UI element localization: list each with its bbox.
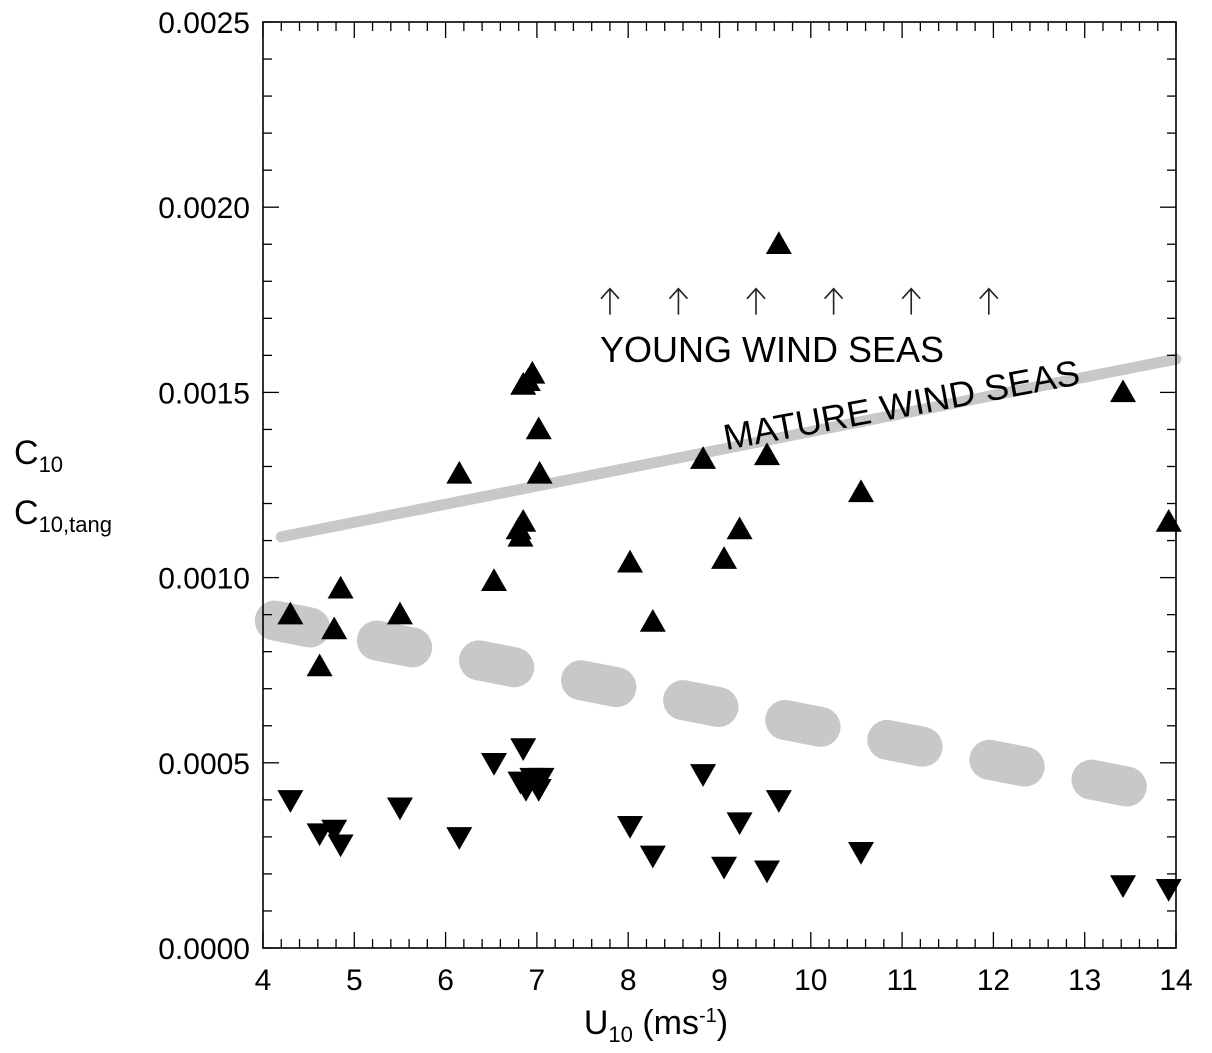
marker-triangle-up [1110, 379, 1137, 403]
marker-triangle-down [510, 738, 537, 761]
marker-triangle-down [525, 778, 552, 802]
marker-triangle-up [386, 601, 413, 625]
y-tick-label: 0.0000 [158, 933, 250, 966]
mature-trend-line [275, 353, 1182, 543]
marker-triangle-up [848, 479, 875, 503]
dashed-trend-line [243, 598, 1196, 817]
arrow-head-icon [979, 287, 999, 300]
marker-triangle-down [327, 834, 354, 858]
marker-triangle-down [1110, 875, 1137, 899]
marker-triangle-down [480, 753, 507, 776]
marker-triangle-up [446, 460, 473, 484]
marker-triangle-down [306, 823, 333, 847]
marker-triangle-up [519, 360, 546, 384]
marker-triangle-down [726, 812, 753, 836]
marker-triangle-up [711, 546, 738, 569]
x-tick-label: 12 [977, 964, 1010, 997]
marker-triangle-up [753, 442, 780, 466]
marker-triangle-down [386, 797, 413, 821]
tick-labels: 4 5 6 7 8 9 10 11 12 13 14 0.0000 0.0005 0.0010 0.0015… [158, 7, 1192, 997]
marker-triangle-down [446, 827, 473, 850]
marker-triangle-down [711, 856, 738, 880]
marker-triangle-down [277, 790, 304, 813]
marker-triangle-up [639, 609, 666, 632]
y-axis-label: C10 C10,tang [14, 436, 112, 542]
marker-triangle-down [765, 790, 792, 813]
y-axis-label-c10: C10 [14, 434, 64, 477]
marker-triangle-up [765, 231, 792, 254]
x-tick-label: 4 [255, 964, 272, 997]
y-axis-label-c10tang: C10,tang [14, 494, 112, 537]
marker-triangle-up [726, 516, 753, 540]
plot-frame [262, 21, 1177, 949]
marker-triangle-up [526, 460, 553, 484]
x-tick-label: 9 [711, 964, 728, 997]
young-wind-seas-label: YOUNG WIND SEAS [600, 329, 944, 370]
x-tick-label: 14 [1159, 964, 1192, 997]
y-tick-label: 0.0010 [158, 563, 250, 596]
marker-triangle-up [306, 653, 333, 677]
marker-triangle-up [480, 568, 507, 592]
data-markers [277, 231, 1182, 902]
marker-triangle-up [525, 416, 552, 440]
x-tick-label: 11 [887, 964, 918, 997]
trend-lines [243, 353, 1196, 817]
arrow-head-icon [901, 287, 921, 300]
x-tick-label: 6 [437, 964, 454, 997]
arrow-head-icon [824, 287, 844, 300]
x-tick-label: 8 [620, 964, 637, 997]
y-tick-label: 0.0020 [158, 192, 250, 225]
y-tick-label: 0.0015 [158, 377, 250, 410]
marker-triangle-up [690, 446, 717, 469]
y-tick-label: 0.0005 [158, 748, 250, 781]
x-tick-label: 7 [529, 964, 546, 997]
y-tick-label: 0.0025 [158, 7, 250, 40]
young-seas-arrows [600, 287, 999, 315]
marker-triangle-down [848, 841, 875, 865]
marker-triangle-down [639, 845, 666, 869]
marker-triangle-up [321, 616, 348, 640]
marker-triangle-down [321, 819, 348, 843]
marker-triangle-up [1155, 509, 1182, 532]
marker-triangle-up [510, 509, 537, 532]
marker-triangle-down [528, 767, 555, 791]
arrow-head-icon [600, 287, 620, 300]
x-tick-label: 10 [794, 964, 827, 997]
marker-triangle-up [327, 575, 354, 599]
x-tick-label: 5 [346, 964, 363, 997]
marker-triangle-down [690, 764, 717, 787]
x-tick-label: 13 [1068, 964, 1101, 997]
marker-triangle-up [277, 601, 304, 625]
x-axis-label: U10 (ms-1) [583, 1004, 729, 1047]
marker-triangle-up [507, 523, 534, 547]
marker-triangle-down [1155, 878, 1182, 902]
marker-triangle-down [753, 860, 780, 884]
arrow-head-icon [746, 287, 766, 300]
marker-triangle-down [617, 816, 644, 839]
arrow-head-icon [668, 287, 689, 300]
marker-triangle-up [617, 549, 644, 573]
